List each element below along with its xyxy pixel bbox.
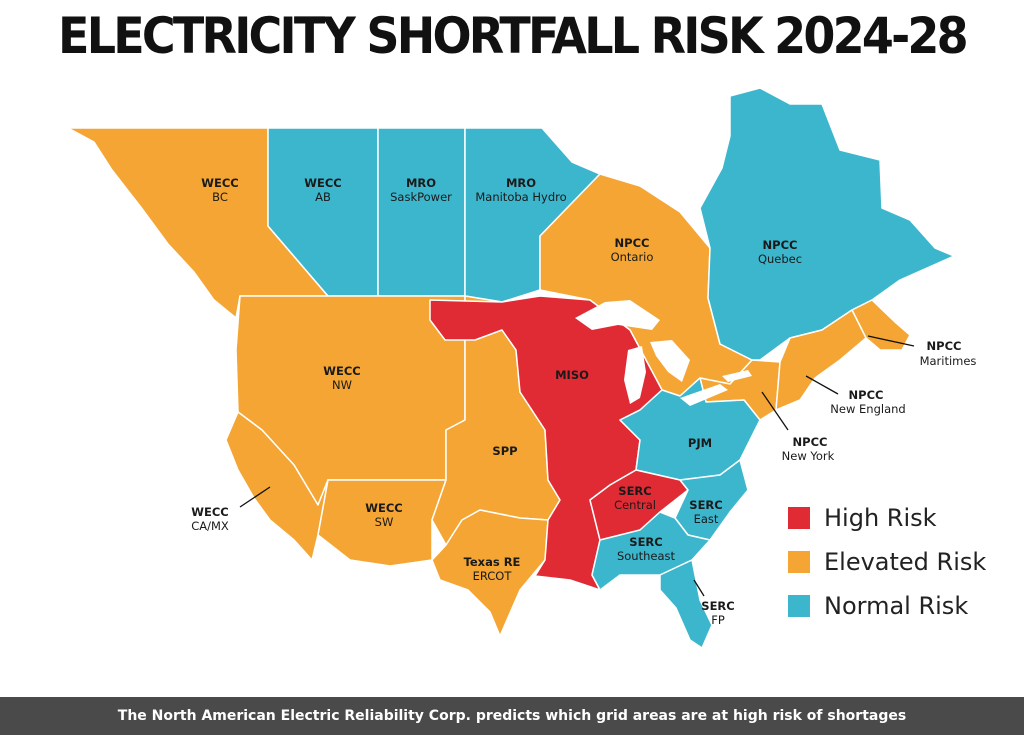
lake-ontario (722, 370, 752, 382)
caption-bar: The North American Electric Reliability … (0, 697, 1024, 735)
label-npcc-new-england-name: New England (830, 402, 905, 416)
label-npcc-maritimes-name: Maritimes (920, 354, 977, 368)
page-title: ELECTRICITY SHORTFALL RISK 2024-28 (58, 7, 969, 65)
region-npcc-new-england (775, 309, 867, 411)
label-npcc-new-england: NPCC (849, 388, 884, 402)
label-serc-fp: SERC (701, 599, 734, 613)
legend-label-normal: Normal Risk (824, 592, 969, 620)
risk-map: WECC BC WECC AB MRO SaskPower MRO Manito… (67, 87, 977, 649)
region-serc-fp (659, 559, 713, 649)
region-npcc-quebec (699, 87, 955, 361)
label-npcc-ontario-name: Ontario (611, 250, 654, 264)
label-pjm: PJM (688, 436, 712, 450)
great-lakes (575, 300, 752, 406)
lake-michigan (624, 346, 646, 404)
label-mro-sask-name: SaskPower (390, 190, 452, 204)
leader-lines (239, 335, 915, 597)
label-npcc-quebec: NPCC (763, 238, 798, 252)
legend-item-normal: Normal Risk (788, 584, 986, 628)
label-miso: MISO (555, 368, 589, 382)
region-wecc-camx (225, 411, 329, 561)
region-mro-sask (377, 127, 466, 297)
legend: High Risk Elevated Risk Normal Risk (788, 496, 986, 628)
label-texas-re: Texas RE (464, 555, 521, 569)
label-mro-manitoba-name: Manitoba Hydro (475, 190, 566, 204)
label-serc-central: SERC (618, 484, 651, 498)
legend-label-high: High Risk (824, 504, 937, 532)
label-wecc-nw: WECC (323, 364, 360, 378)
label-serc-east: SERC (689, 498, 722, 512)
label-npcc-new-york: NPCC (793, 435, 828, 449)
legend-item-high: High Risk (788, 496, 986, 540)
caption-text: The North American Electric Reliability … (117, 708, 907, 724)
label-wecc-sw: WECC (365, 501, 402, 515)
label-wecc-bc-name: BC (212, 190, 228, 204)
label-mro-sask: MRO (406, 176, 436, 190)
label-npcc-new-york-name: New York (782, 449, 835, 463)
lake-superior (575, 300, 660, 330)
label-npcc-quebec-name: Quebec (758, 252, 802, 266)
label-serc-southeast-name: Southeast (617, 549, 676, 563)
legend-item-elevated: Elevated Risk (788, 540, 986, 584)
label-serc-southeast: SERC (629, 535, 662, 549)
legend-swatch-high (788, 507, 810, 529)
label-wecc-ab-name: AB (315, 190, 331, 204)
label-serc-central-name: Central (614, 498, 656, 512)
label-serc-fp-name: FP (711, 613, 725, 627)
label-npcc-maritimes: NPCC (927, 339, 962, 353)
legend-swatch-normal (788, 595, 810, 617)
label-wecc-sw-name: SW (375, 515, 394, 529)
label-wecc-nw-name: NW (332, 378, 352, 392)
region-serc-southeast (591, 511, 711, 591)
label-wecc-camx-name: CA/MX (191, 519, 229, 533)
label-npcc-ontario: NPCC (615, 236, 650, 250)
label-wecc-bc: WECC (201, 176, 238, 190)
label-texas-re-name: ERCOT (473, 569, 513, 583)
lake-huron (650, 340, 690, 382)
legend-label-elevated: Elevated Risk (824, 548, 987, 576)
label-mro-manitoba: MRO (506, 176, 536, 190)
label-serc-east-name: East (694, 512, 719, 526)
label-wecc-camx: WECC (191, 505, 228, 519)
legend-swatch-elevated (788, 551, 810, 573)
region-texas-re (431, 509, 549, 637)
label-spp: SPP (492, 444, 517, 458)
lake-erie (680, 384, 728, 406)
label-wecc-ab: WECC (304, 176, 341, 190)
